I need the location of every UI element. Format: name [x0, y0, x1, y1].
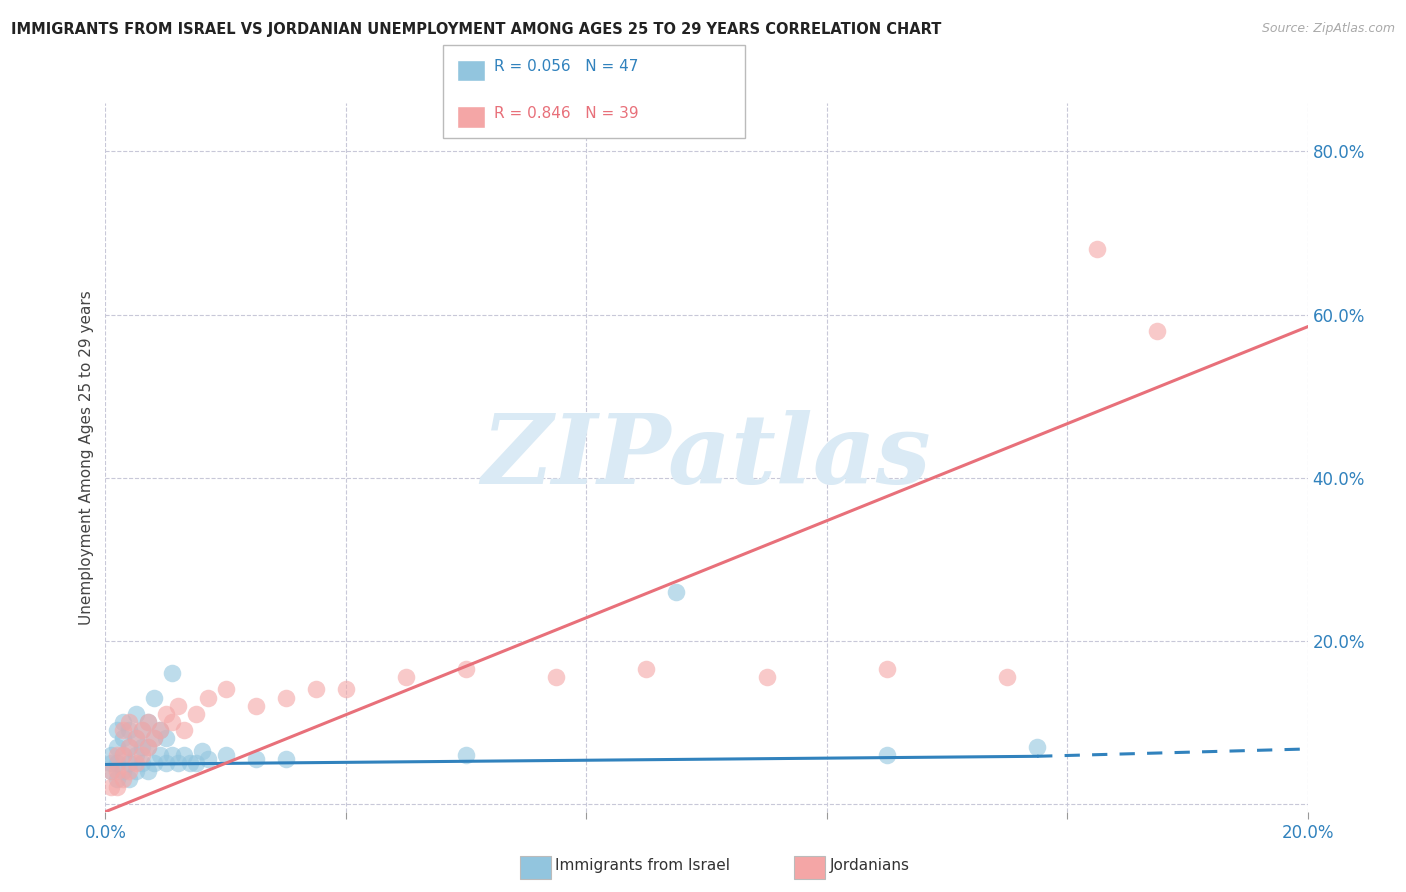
Point [124, 731, 146, 746]
Point [179, 756, 201, 770]
Point [395, 670, 418, 684]
Point [112, 747, 135, 762]
Point [335, 682, 357, 697]
Point [197, 752, 219, 766]
Point [112, 723, 135, 738]
Point [142, 690, 165, 705]
Point [142, 731, 165, 746]
Point [118, 723, 141, 738]
Point [107, 772, 129, 786]
Point [107, 764, 129, 778]
Point [184, 756, 207, 770]
Point [197, 690, 219, 705]
Point [136, 714, 159, 729]
Text: Immigrants from Israel: Immigrants from Israel [555, 858, 730, 872]
Point [118, 739, 141, 754]
Point [148, 723, 170, 738]
Point [245, 752, 267, 766]
Point [755, 670, 778, 684]
Text: Source: ZipAtlas.com: Source: ZipAtlas.com [1261, 22, 1395, 36]
Point [1146, 324, 1168, 338]
Text: Jordanians: Jordanians [830, 858, 910, 872]
Point [100, 756, 122, 770]
Point [112, 772, 135, 786]
Point [155, 756, 177, 770]
Point [995, 670, 1018, 684]
Point [118, 772, 141, 786]
Point [160, 714, 183, 729]
Point [155, 706, 177, 721]
Point [112, 714, 135, 729]
Point [131, 739, 153, 754]
Point [454, 662, 477, 676]
Point [124, 706, 146, 721]
Text: R = 0.846   N = 39: R = 0.846 N = 39 [494, 106, 638, 121]
Point [136, 739, 159, 754]
Point [112, 764, 135, 778]
Point [107, 780, 129, 795]
Point [148, 723, 170, 738]
Point [112, 731, 135, 746]
Point [876, 662, 898, 676]
Point [100, 764, 122, 778]
Point [131, 723, 153, 738]
Point [160, 747, 183, 762]
Point [142, 756, 165, 770]
Point [1085, 242, 1108, 256]
Point [155, 731, 177, 746]
Point [636, 662, 658, 676]
Point [160, 666, 183, 681]
Point [665, 584, 688, 599]
Point [131, 756, 153, 770]
Point [274, 752, 297, 766]
Point [136, 739, 159, 754]
Point [305, 682, 328, 697]
Point [454, 747, 477, 762]
Point [107, 747, 129, 762]
Point [184, 706, 207, 721]
Point [118, 756, 141, 770]
Point [124, 756, 146, 770]
Point [214, 682, 236, 697]
Point [131, 747, 153, 762]
Point [124, 731, 146, 746]
Point [118, 764, 141, 778]
Point [112, 747, 135, 762]
Point [107, 739, 129, 754]
Point [136, 714, 159, 729]
Point [100, 764, 122, 778]
Point [245, 698, 267, 713]
Point [166, 698, 188, 713]
Point [124, 747, 146, 762]
Point [1026, 739, 1049, 754]
Point [876, 747, 898, 762]
Point [173, 723, 195, 738]
Point [118, 714, 141, 729]
Point [118, 739, 141, 754]
Point [173, 747, 195, 762]
Text: R = 0.056   N = 47: R = 0.056 N = 47 [494, 59, 638, 74]
Text: IMMIGRANTS FROM ISRAEL VS JORDANIAN UNEMPLOYMENT AMONG AGES 25 TO 29 YEARS CORRE: IMMIGRANTS FROM ISRAEL VS JORDANIAN UNEM… [11, 22, 942, 37]
Point [166, 756, 188, 770]
Point [148, 747, 170, 762]
Point [131, 723, 153, 738]
Point [136, 764, 159, 778]
Point [142, 731, 165, 746]
Point [107, 756, 129, 770]
Point [100, 780, 122, 795]
Point [100, 747, 122, 762]
Point [190, 743, 212, 757]
Point [124, 764, 146, 778]
Point [546, 670, 568, 684]
Point [274, 690, 297, 705]
Y-axis label: Unemployment Among Ages 25 to 29 years: Unemployment Among Ages 25 to 29 years [79, 290, 94, 624]
Text: ZIPatlas: ZIPatlas [482, 410, 931, 504]
Point [214, 747, 236, 762]
Point [107, 723, 129, 738]
